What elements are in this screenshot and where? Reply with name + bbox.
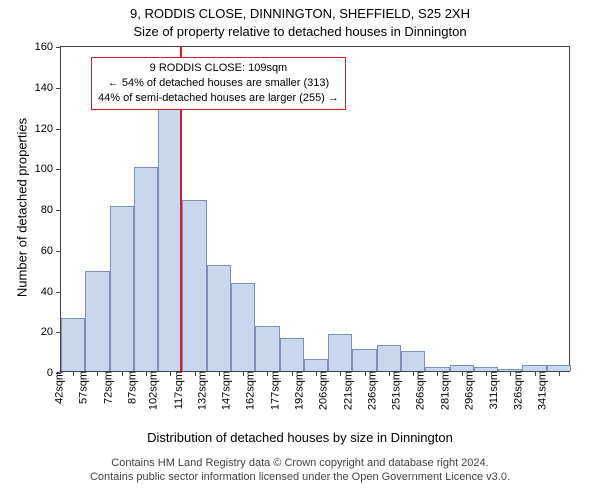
histogram-bar bbox=[231, 283, 255, 371]
x-tick-label: 266sqm bbox=[409, 371, 427, 410]
x-tick-label: 147sqm bbox=[215, 371, 233, 410]
x-tick-label: 57sqm bbox=[72, 371, 90, 404]
histogram-chart: 9, RODDIS CLOSE, DINNINGTON, SHEFFIELD, … bbox=[0, 0, 600, 500]
x-tick-label: 117sqm bbox=[166, 371, 184, 409]
x-tick-label: 311sqm bbox=[482, 371, 500, 409]
y-tick-label: 60 bbox=[41, 245, 61, 257]
y-axis-label: Number of detached properties bbox=[15, 108, 30, 308]
annotation-line: ← 54% of detached houses are smaller (31… bbox=[98, 76, 339, 91]
x-tick-label: 251sqm bbox=[385, 371, 403, 410]
x-tick-label: 296sqm bbox=[457, 371, 475, 410]
histogram-bar bbox=[85, 271, 109, 371]
annotation-line: 9 RODDIS CLOSE: 109sqm bbox=[98, 61, 339, 76]
y-tick-label: 20 bbox=[41, 326, 61, 338]
y-tick-label: 140 bbox=[35, 82, 61, 94]
x-tick-label: 87sqm bbox=[120, 371, 138, 404]
histogram-bar bbox=[182, 200, 206, 371]
x-tick-label: 72sqm bbox=[96, 371, 114, 404]
x-tick-label: 192sqm bbox=[287, 371, 305, 410]
footer-copyright: Contains HM Land Registry data © Crown c… bbox=[0, 456, 600, 470]
chart-subtitle: Size of property relative to detached ho… bbox=[0, 24, 600, 39]
histogram-bar bbox=[352, 349, 376, 371]
histogram-bar bbox=[134, 167, 158, 371]
x-tick-label: 341sqm bbox=[530, 371, 548, 410]
x-tick-label: 42sqm bbox=[48, 371, 66, 404]
histogram-bar bbox=[110, 206, 134, 371]
y-tick-label: 160 bbox=[35, 41, 61, 53]
histogram-bar bbox=[255, 326, 279, 371]
x-tick-label: 132sqm bbox=[190, 371, 208, 410]
chart-title-address: 9, RODDIS CLOSE, DINNINGTON, SHEFFIELD, … bbox=[0, 6, 600, 21]
property-annotation: 9 RODDIS CLOSE: 109sqm← 54% of detached … bbox=[91, 57, 346, 110]
plot-area: 02040608010012014016042sqm57sqm72sqm87sq… bbox=[60, 46, 570, 372]
histogram-bar bbox=[61, 318, 85, 371]
y-tick-label: 80 bbox=[41, 204, 61, 216]
x-tick-label: 177sqm bbox=[263, 371, 281, 410]
x-tick-label: 162sqm bbox=[239, 371, 257, 410]
y-tick-label: 100 bbox=[35, 163, 61, 175]
histogram-bar bbox=[401, 351, 425, 371]
footer-licence: Contains public sector information licen… bbox=[0, 470, 600, 484]
x-axis-label: Distribution of detached houses by size … bbox=[0, 430, 600, 445]
y-tick-label: 40 bbox=[41, 286, 61, 298]
histogram-bar bbox=[207, 265, 231, 371]
histogram-bar bbox=[304, 359, 328, 371]
histogram-bar bbox=[328, 334, 352, 371]
x-tick-label: 236sqm bbox=[360, 371, 378, 410]
x-tick-label: 206sqm bbox=[312, 371, 330, 410]
x-tick-label: 281sqm bbox=[433, 371, 451, 410]
x-tick-label: 326sqm bbox=[506, 371, 524, 410]
x-tick-label: 221sqm bbox=[336, 371, 354, 410]
histogram-bar bbox=[280, 338, 304, 371]
histogram-bar bbox=[377, 345, 401, 371]
annotation-line: 44% of semi-detached houses are larger (… bbox=[98, 91, 339, 106]
histogram-bar bbox=[158, 104, 182, 371]
y-tick-label: 120 bbox=[35, 123, 61, 135]
x-tick-label: 102sqm bbox=[142, 371, 160, 410]
